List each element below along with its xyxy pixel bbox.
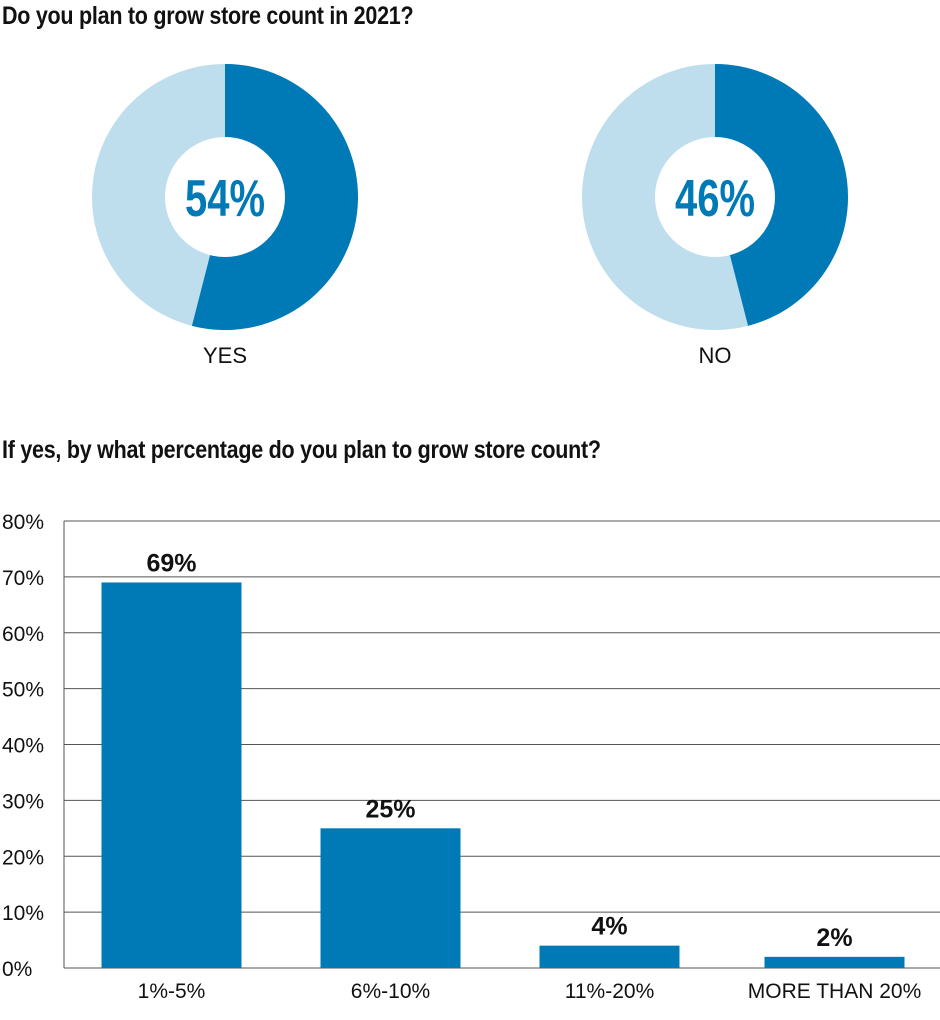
donut-value-slice-no xyxy=(715,64,848,326)
bar-chart-title: If yes, by what percentage do you plan t… xyxy=(2,436,601,464)
bar-2 xyxy=(320,828,461,968)
x-category-label: 1%-5% xyxy=(138,980,206,1003)
y-tick-label: 80% xyxy=(2,511,44,534)
donut-label-yes: YES xyxy=(203,343,247,368)
donut-hole-1 xyxy=(165,137,285,257)
x-category-label: 6%-10% xyxy=(351,980,430,1003)
y-tick-label: 10% xyxy=(2,902,44,925)
donut-hole-2 xyxy=(655,137,775,257)
bar-value-label: 69% xyxy=(146,549,196,577)
donut-center-value-no: 46% xyxy=(675,170,755,228)
y-tick-label: 20% xyxy=(2,846,44,869)
y-tick-label: 70% xyxy=(2,567,44,590)
y-tick-label: 30% xyxy=(2,790,44,813)
donut-label-no: NO xyxy=(699,343,732,368)
bar-1 xyxy=(101,582,242,968)
donut-center-value-yes: 54% xyxy=(185,170,265,228)
y-tick-label: 40% xyxy=(2,735,44,758)
bar-3 xyxy=(539,945,680,968)
bar-value-label: 25% xyxy=(365,795,415,823)
x-category-label: MORE THAN 20% xyxy=(748,980,922,1003)
bar-value-label: 2% xyxy=(816,924,852,952)
y-tick-label: 0% xyxy=(2,958,32,981)
donut-section-title: Do you plan to grow store count in 2021? xyxy=(2,2,414,30)
y-tick-label: 60% xyxy=(2,623,44,646)
bar-value-label: 4% xyxy=(591,913,627,941)
y-tick-label: 50% xyxy=(2,679,44,702)
x-category-label: 11%-20% xyxy=(565,980,655,1003)
bar-4 xyxy=(764,956,905,968)
